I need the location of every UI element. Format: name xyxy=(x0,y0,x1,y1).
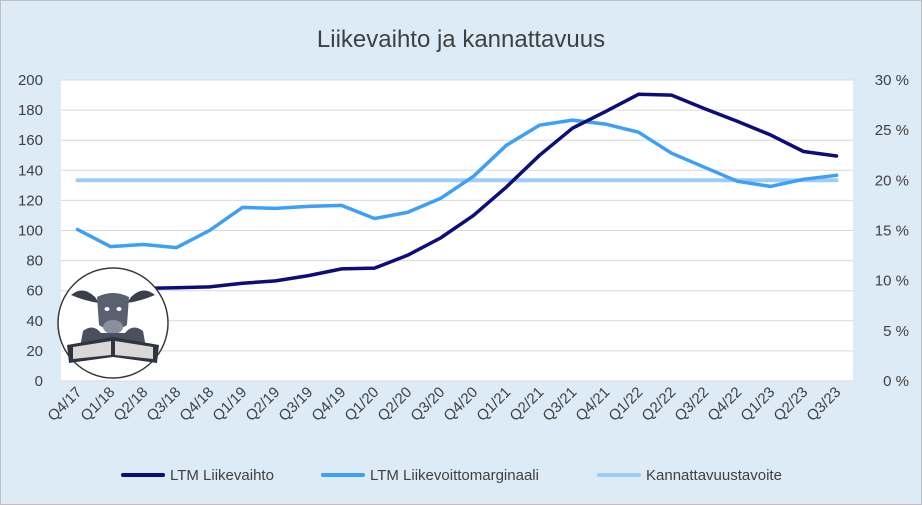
left-axis-tick-label: 160 xyxy=(18,132,43,149)
left-axis-tick-label: 100 xyxy=(18,223,43,240)
x-axis-tick-label: Q1/21 xyxy=(473,384,514,425)
series-lines xyxy=(75,92,839,292)
left-axis-ticks: 0 20 40 60 80 100 120 140 160 180 200 xyxy=(18,72,43,390)
x-axis-tick-label: Q3/18 xyxy=(143,384,184,425)
right-axis-ticks: 0 % 5 % 10 % 15 % 20 % 25 % 30 % xyxy=(875,72,909,390)
x-axis-tick-label: Q1/19 xyxy=(209,384,250,425)
x-axis-tick-label: Q4/17 xyxy=(44,384,85,425)
left-axis-tick-label: 140 xyxy=(18,162,43,179)
left-axis-tick-label: 20 xyxy=(26,343,43,360)
x-axis-tick-label: Q2/19 xyxy=(242,384,283,425)
x-axis-ticks: Q4/17Q1/18Q2/18Q3/18Q4/18Q1/19Q2/19Q3/19… xyxy=(44,384,844,425)
x-axis-tick-label: Q2/20 xyxy=(374,384,415,425)
left-axis-tick-label: 40 xyxy=(26,313,43,330)
x-axis-tick-label: Q4/18 xyxy=(176,384,217,425)
bull-reading-book-icon xyxy=(57,267,169,379)
right-axis-tick-label: 15 % xyxy=(875,223,909,240)
x-axis-tick-label: Q1/22 xyxy=(605,384,646,425)
x-axis-tick-label: Q2/18 xyxy=(110,384,151,425)
right-axis-tick-label: 25 % xyxy=(875,122,909,139)
left-axis-tick-label: 80 xyxy=(26,253,43,270)
x-axis-tick-label: Q3/21 xyxy=(539,384,580,425)
x-axis-tick-label: Q1/20 xyxy=(341,384,382,425)
gridlines xyxy=(61,79,853,382)
x-axis-tick-label: Q3/22 xyxy=(671,384,712,425)
left-axis-tick-label: 60 xyxy=(26,283,43,300)
legend: LTM Liikevaihto LTM Liikevoittomarginaali… xyxy=(121,467,782,484)
x-axis-tick-label: Q4/21 xyxy=(572,384,613,425)
left-axis-tick-label: 120 xyxy=(18,192,43,209)
right-axis-tick-label: 0 % xyxy=(883,373,909,390)
left-axis-tick-label: 0 xyxy=(35,373,43,390)
x-axis-tick-label: Q2/21 xyxy=(506,384,547,425)
legend-label: Kannattavuustavoite xyxy=(646,467,782,484)
series-line xyxy=(75,92,839,292)
right-axis-tick-label: 20 % xyxy=(875,172,909,189)
x-axis-tick-label: Q3/23 xyxy=(803,384,844,425)
legend-label: LTM Liikevaihto xyxy=(170,467,274,484)
x-axis-tick-label: Q3/19 xyxy=(275,384,316,425)
x-axis-tick-label: Q4/20 xyxy=(440,384,481,425)
left-axis-tick-label: 180 xyxy=(18,102,43,119)
series-line xyxy=(75,118,839,250)
right-axis-tick-label: 5 % xyxy=(883,323,909,340)
x-axis-tick-label: Q2/22 xyxy=(638,384,679,425)
right-axis-tick-label: 30 % xyxy=(875,72,909,89)
left-axis-tick-label: 200 xyxy=(18,72,43,89)
x-axis-tick-label: Q1/23 xyxy=(737,384,778,425)
x-axis-tick-label: Q2/23 xyxy=(770,384,811,425)
x-axis-tick-label: Q1/18 xyxy=(77,384,118,425)
chart-title: Liikevaihto ja kannattavuus xyxy=(317,26,605,53)
x-axis-tick-label: Q4/19 xyxy=(308,384,349,425)
x-axis-tick-label: Q3/20 xyxy=(407,384,448,425)
x-axis-tick-label: Q4/22 xyxy=(704,384,745,425)
legend-label: LTM Liikevoittomarginaali xyxy=(370,467,539,484)
right-axis-tick-label: 10 % xyxy=(875,273,909,290)
